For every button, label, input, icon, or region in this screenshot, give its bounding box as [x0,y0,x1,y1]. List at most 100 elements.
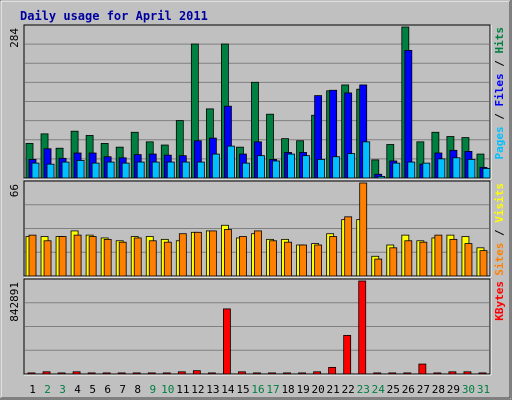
x-tick-label-28: 28 [432,383,445,396]
bar-kbytes-day-7 [117,372,126,375]
bar-pages-day-6 [106,161,115,179]
bar-pages-day-21 [332,156,341,179]
bar-sites-day-1 [28,234,37,277]
bar-kbytes-day-24 [373,372,382,375]
bar-pages-day-30 [467,158,476,179]
panel-2-y-max-label: 66 [8,184,21,197]
x-tick-label-5: 5 [89,383,96,396]
x-tick-label-25: 25 [387,383,400,396]
x-tick-label-7: 7 [119,383,126,396]
bar-sites-day-6 [103,238,112,277]
bar-kbytes-day-10 [162,372,171,375]
x-tick-label-27: 27 [417,383,430,396]
x-tick-label-22: 22 [342,383,355,396]
bar-sites-day-16 [254,230,262,277]
bar-kbytes-day-17 [268,372,276,375]
x-tick-label-31: 31 [477,383,490,396]
bar-pages-day-16 [257,155,265,179]
bar-sites-day-23 [359,182,368,277]
bar-kbytes-day-3 [57,372,66,375]
bar-sites-day-15 [239,236,247,277]
bar-sites-day-12 [193,231,202,277]
bar-kbytes-day-21 [328,366,337,375]
bar-kbytes-day-30 [463,371,472,375]
bar-sites-day-30 [464,243,473,277]
bar-kbytes-day-15 [238,371,246,375]
x-tick-label-6: 6 [104,383,111,396]
x-tick-label-2: 2 [44,383,51,396]
bar-kbytes-day-11 [177,371,186,375]
bar-pages-day-31 [482,168,491,179]
bar-sites-day-8 [133,237,142,277]
bar-pages-day-1 [31,162,40,179]
bar-pages-day-15 [242,162,250,179]
bar-sites-day-13 [208,230,217,277]
x-tick-label-23: 23 [357,383,370,396]
panel-1-y-max-label: 284 [8,28,21,48]
x-tick-label-10: 10 [161,383,174,396]
x-tick-label-8: 8 [134,383,141,396]
bar-pages-day-7 [121,162,130,179]
bar-kbytes-day-16 [253,372,261,375]
bar-sites-day-22 [344,216,353,277]
bar-pages-day-4 [76,160,85,179]
bar-sites-day-10 [163,241,172,277]
bar-kbytes-day-27 [418,363,427,375]
bar-kbytes-day-23 [358,280,367,375]
bar-pages-day-3 [61,161,70,179]
legend-separator: / [493,223,506,243]
bar-kbytes-day-25 [388,372,397,375]
bar-sites-day-25 [389,247,398,277]
bar-pages-day-18 [287,153,295,179]
bar-sites-day-20 [314,244,323,277]
x-tick-label-30: 30 [462,383,475,396]
bar-kbytes-day-12 [192,370,201,375]
bar-pages-day-8 [136,161,145,179]
bar-sites-day-19 [299,244,307,277]
bar-sites-day-7 [118,241,127,277]
bar-kbytes-day-18 [283,372,291,375]
legend-visits: Visits [493,183,506,223]
bar-kbytes-day-9 [147,372,156,375]
bar-kbytes-day-5 [87,372,96,375]
bar-sites-day-14 [224,229,232,277]
x-tick-label-4: 4 [74,383,81,396]
legend-sites: Sites [493,243,506,276]
bar-sites-day-26 [404,240,413,277]
x-tick-label-20: 20 [312,383,325,396]
chart-title: Daily usage for April 2011 [20,9,208,23]
bar-kbytes-day-13 [207,372,216,375]
bar-sites-day-2 [43,240,52,277]
legend-kbytes: KBytes [493,281,506,321]
x-tick-label-11: 11 [176,383,189,396]
bar-pages-day-12 [196,161,205,179]
bar-sites-day-5 [88,236,97,277]
bar-kbytes-day-31 [478,372,487,375]
bar-pages-day-29 [452,157,461,179]
bar-sites-day-17 [269,240,277,277]
bar-sites-day-9 [148,240,157,277]
bar-pages-day-17 [272,160,280,179]
x-tick-label-17: 17 [266,383,279,396]
x-tick-label-18: 18 [281,383,294,396]
bar-sites-day-29 [449,238,458,277]
bar-pages-day-13 [211,153,220,179]
bar-pages-day-27 [422,162,431,179]
legend-hits: Hits [493,27,506,54]
x-tick-label-15: 15 [236,383,249,396]
bar-kbytes-day-19 [298,372,306,375]
bar-sites-day-11 [178,233,187,277]
bar-sites-day-27 [419,241,428,277]
bar-sites-day-18 [284,241,292,277]
bar-sites-day-21 [329,236,338,277]
x-tick-label-13: 13 [206,383,219,396]
bar-kbytes-day-6 [102,372,111,375]
bar-pages-day-2 [46,163,55,179]
legend-separator: / [493,54,506,74]
bar-layer [25,26,491,375]
legend-separator: / [493,107,506,127]
panel-3-y-max-label: 842891 [8,282,21,322]
bar-pages-day-10 [166,161,175,179]
bar-kbytes-day-29 [448,371,457,375]
